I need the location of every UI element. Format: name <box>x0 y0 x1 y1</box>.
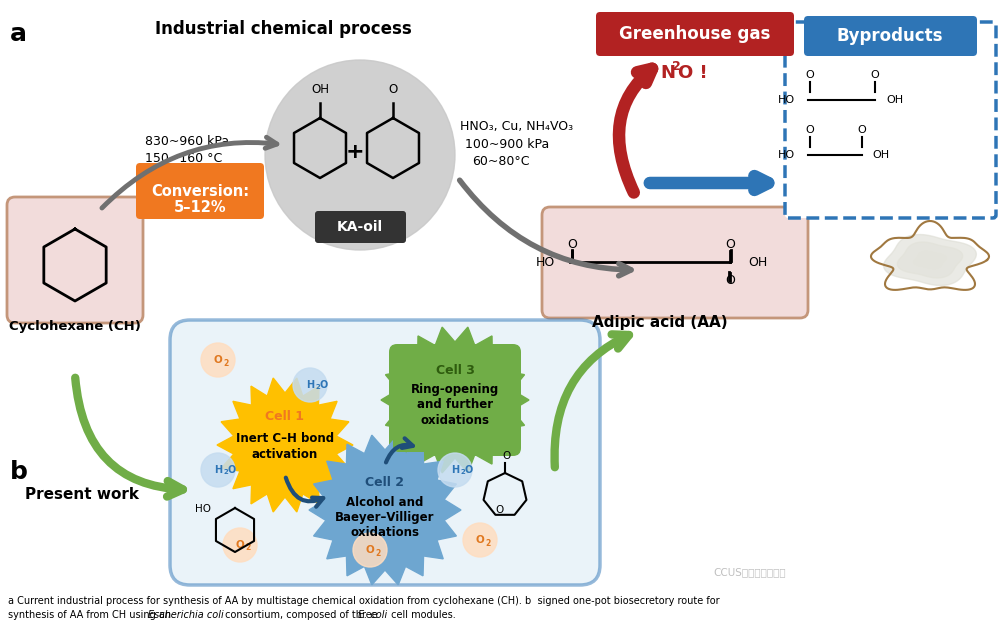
Text: O: O <box>502 451 511 461</box>
Text: HO: HO <box>194 504 210 514</box>
Text: Byproducts: Byproducts <box>836 27 942 45</box>
Circle shape <box>353 533 387 567</box>
Text: O !: O ! <box>677 64 707 82</box>
FancyBboxPatch shape <box>389 344 520 456</box>
FancyBboxPatch shape <box>541 207 808 318</box>
Circle shape <box>293 368 327 402</box>
Text: Adipic acid (AA): Adipic acid (AA) <box>591 315 727 330</box>
Text: 2: 2 <box>222 359 228 367</box>
Circle shape <box>222 528 257 562</box>
Text: E. coli: E. coli <box>358 610 387 620</box>
Text: Present work: Present work <box>25 487 139 502</box>
Text: O: O <box>724 274 734 286</box>
Text: Escherichia coli: Escherichia coli <box>148 610 223 620</box>
Text: 2: 2 <box>461 469 465 475</box>
Circle shape <box>265 60 455 250</box>
Text: O: O <box>235 540 244 550</box>
Circle shape <box>438 453 472 487</box>
Text: +: + <box>346 142 364 162</box>
Text: O: O <box>805 125 814 135</box>
Text: O: O <box>227 465 236 475</box>
Text: Cyclohexane (CH): Cyclohexane (CH) <box>9 320 141 333</box>
Text: 60~80°C: 60~80°C <box>472 155 529 168</box>
Text: consortium, composed of three: consortium, composed of three <box>221 610 381 620</box>
Text: Industrial chemical process: Industrial chemical process <box>155 20 412 38</box>
Text: H: H <box>213 465 221 475</box>
FancyBboxPatch shape <box>393 348 516 452</box>
Text: O: O <box>724 239 734 251</box>
Text: HO: HO <box>778 95 795 105</box>
Text: 150~160 °C: 150~160 °C <box>145 152 222 165</box>
Text: O: O <box>870 70 879 80</box>
Text: O: O <box>213 355 222 365</box>
Text: synthesis of AA from CH using an: synthesis of AA from CH using an <box>8 610 174 620</box>
Polygon shape <box>870 221 988 290</box>
Text: N: N <box>659 64 674 82</box>
Text: cell modules.: cell modules. <box>388 610 455 620</box>
Text: Greenhouse gas: Greenhouse gas <box>618 25 770 43</box>
Text: O: O <box>475 535 484 545</box>
Text: OH: OH <box>885 95 902 105</box>
Polygon shape <box>216 378 353 512</box>
Text: HNO₃, Cu, NH₄VO₃: HNO₃, Cu, NH₄VO₃ <box>460 120 572 133</box>
Text: oxidations: oxidations <box>350 526 419 538</box>
Text: H: H <box>306 380 314 390</box>
Text: O: O <box>566 239 576 251</box>
Text: 100~900 kPa: 100~900 kPa <box>465 138 549 151</box>
Polygon shape <box>381 327 528 473</box>
FancyBboxPatch shape <box>169 320 599 585</box>
Text: 830~960 kPa: 830~960 kPa <box>145 135 228 148</box>
Text: HO: HO <box>778 150 795 160</box>
FancyBboxPatch shape <box>315 211 406 243</box>
Text: Cell 2: Cell 2 <box>365 475 404 489</box>
Text: Ring-opening: Ring-opening <box>411 384 499 396</box>
Text: O: O <box>465 465 473 475</box>
Text: OH: OH <box>747 256 767 269</box>
Text: Inert C–H bond: Inert C–H bond <box>235 433 334 445</box>
Text: O: O <box>320 380 328 390</box>
Text: O: O <box>495 505 504 515</box>
Circle shape <box>200 343 234 377</box>
Text: Alcohol and: Alcohol and <box>346 495 423 509</box>
Text: O: O <box>805 70 814 80</box>
Text: 2: 2 <box>223 469 228 475</box>
Text: activation: activation <box>252 448 318 462</box>
Text: HO: HO <box>535 256 554 269</box>
Polygon shape <box>913 251 946 269</box>
Text: 2: 2 <box>375 548 380 558</box>
Text: OH: OH <box>311 83 329 96</box>
Text: 2: 2 <box>316 384 321 390</box>
Text: oxidations: oxidations <box>420 413 489 426</box>
Polygon shape <box>309 435 461 585</box>
Polygon shape <box>897 242 962 278</box>
Text: b: b <box>10 460 28 484</box>
Text: Conversion:: Conversion: <box>150 183 248 198</box>
FancyBboxPatch shape <box>804 16 976 56</box>
Text: Cell 1: Cell 1 <box>266 411 305 423</box>
Text: Baeyer–Villiger: Baeyer–Villiger <box>335 511 434 524</box>
FancyBboxPatch shape <box>136 163 264 219</box>
Text: 2: 2 <box>244 543 250 553</box>
Text: O: O <box>366 545 374 555</box>
FancyBboxPatch shape <box>785 22 995 218</box>
Text: a: a <box>10 22 27 46</box>
Text: 2: 2 <box>485 538 490 548</box>
Text: OH: OH <box>871 150 888 160</box>
Text: Cell 3: Cell 3 <box>435 364 474 377</box>
Text: CCUS和生物能源材料: CCUS和生物能源材料 <box>713 567 786 577</box>
Text: a Current industrial process for synthesis of AA by multistage chemical oxidatio: a Current industrial process for synthes… <box>8 596 718 606</box>
Text: KA-oil: KA-oil <box>337 220 383 234</box>
Text: O: O <box>388 83 397 96</box>
Text: and further: and further <box>417 399 493 411</box>
Circle shape <box>200 453 234 487</box>
Text: O: O <box>857 125 866 135</box>
Text: 5–12%: 5–12% <box>173 200 226 215</box>
Text: 2: 2 <box>671 60 680 73</box>
Text: H: H <box>451 465 459 475</box>
Polygon shape <box>883 234 975 286</box>
Circle shape <box>463 523 497 557</box>
FancyBboxPatch shape <box>7 197 143 323</box>
FancyBboxPatch shape <box>595 12 794 56</box>
